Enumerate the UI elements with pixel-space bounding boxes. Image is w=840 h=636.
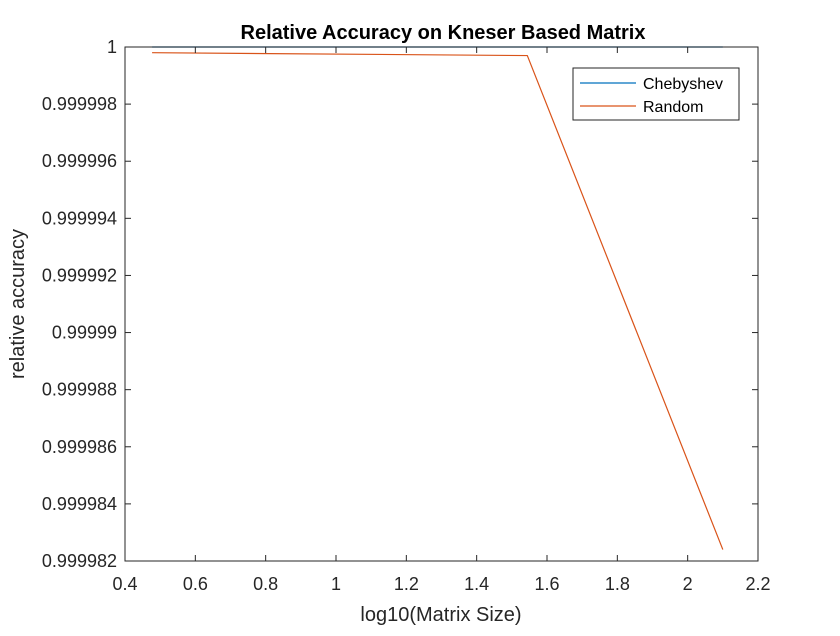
plot-area (125, 47, 758, 561)
x-tick-label: 1.8 (605, 574, 630, 594)
legend-items: Chebyshev Random (580, 76, 723, 116)
legend-box (572, 67, 740, 121)
x-axis-label: log10(Matrix Size) (360, 604, 521, 626)
x-tick-label: 0.8 (253, 574, 278, 594)
x-tick-label: 1 (331, 574, 341, 594)
y-axis-label: relative accuracy (7, 229, 29, 379)
x-tick-label: 0.6 (183, 574, 208, 594)
y-tick-label: 0.999988 (42, 380, 117, 400)
x-tick-label: 2.2 (745, 574, 770, 594)
x-axis: 0.4 0.6 0.8 1 1.2 1.4 1.6 1.8 2 2.2 (112, 47, 771, 594)
series-line-random (152, 52, 724, 550)
axes-box (124, 46, 759, 562)
y-tick-label: 0.999994 (42, 208, 117, 228)
x-tick-label: 0.4 (112, 574, 137, 594)
y-tick-label: 0.999986 (42, 437, 117, 457)
chart-title: Relative Accuracy on Kneser Based Matrix (241, 22, 646, 44)
legend-label-chebyshev: Chebyshev (643, 76, 723, 93)
y-tick-label: 0.99999 (52, 323, 117, 343)
x-tick-label: 1.6 (534, 574, 559, 594)
y-tick-label: 0.999996 (42, 151, 117, 171)
y-tick-label: 0.999984 (42, 494, 117, 514)
y-tick-label: 1 (107, 37, 117, 57)
y-tick-label: 0.999998 (42, 94, 117, 114)
legend: Chebyshev Random (572, 67, 740, 121)
y-axis: 0.999982 0.999984 0.999986 0.999988 0.99999 0… (42, 37, 758, 571)
x-tick-label: 2 (683, 574, 693, 594)
x-tick-label: 1.2 (394, 574, 419, 594)
y-tick-label: 0.999992 (42, 265, 117, 285)
y-tick-label: 0.999982 (42, 551, 117, 571)
legend-label-random: Random (643, 99, 703, 116)
x-tick-label: 1.4 (464, 574, 489, 594)
